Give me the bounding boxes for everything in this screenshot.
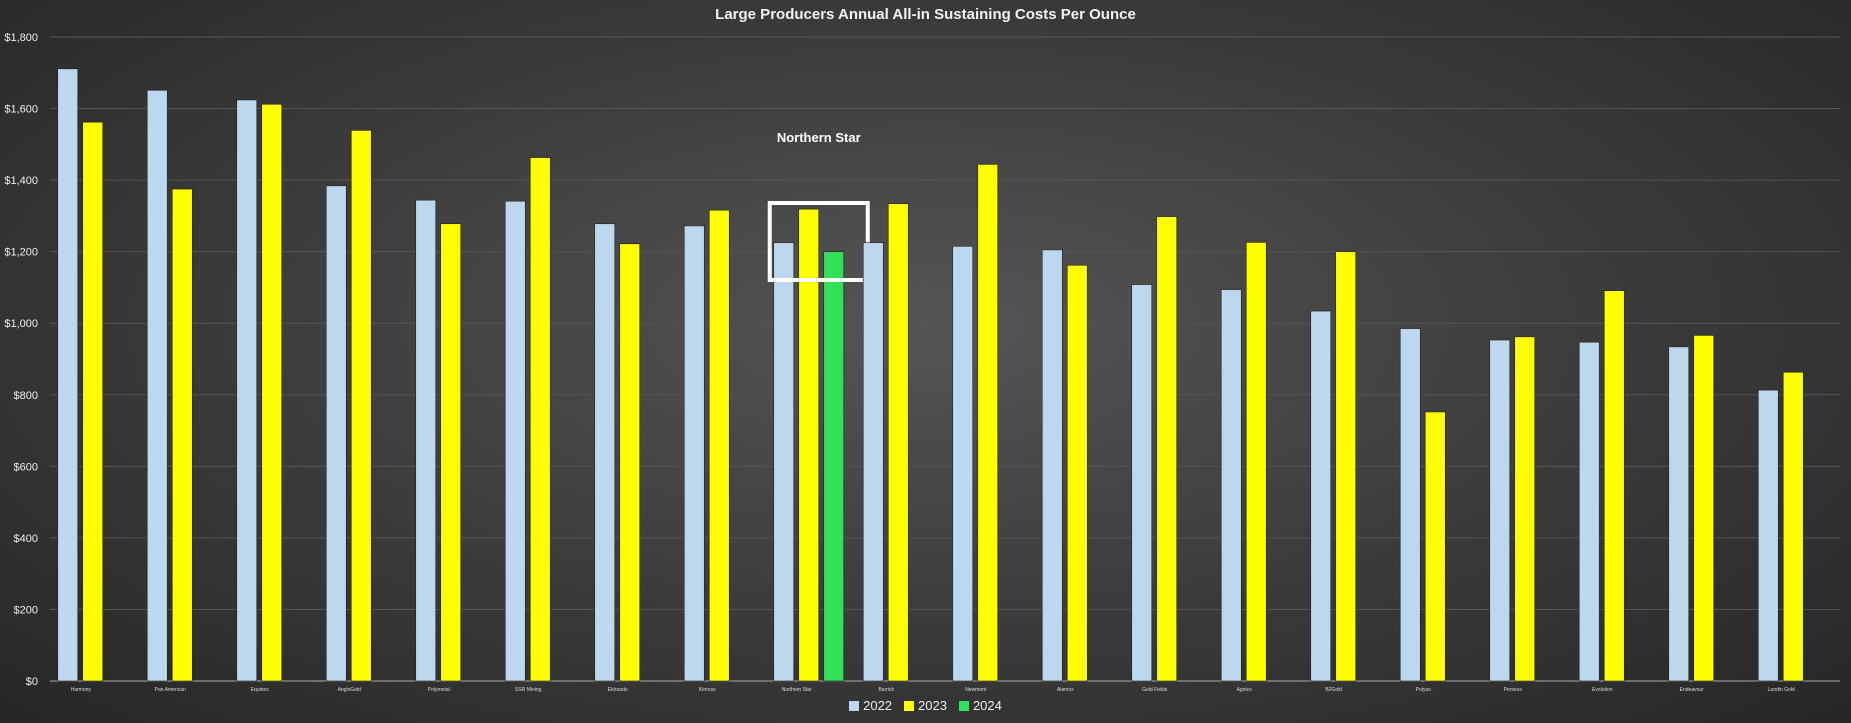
x-tick-label: SSR Mining: [515, 687, 542, 693]
x-tick-label: Endeavour: [1680, 687, 1705, 693]
x-tick-label: Northern Star: [782, 687, 812, 693]
bar-2022: [57, 68, 79, 682]
chart-title: Large Producers Annual All-in Sustaining…: [715, 6, 1136, 23]
bar-2024: [823, 251, 845, 682]
bar-2022: [325, 185, 347, 682]
y-tick-label: $800: [14, 390, 38, 402]
bar-2022: [1131, 284, 1153, 682]
legend-item-2022: 2022: [849, 698, 892, 713]
x-tick-label: AngloGold: [338, 687, 362, 693]
bar-2022: [1668, 346, 1690, 682]
y-tick-label: $1,800: [4, 32, 38, 44]
bar-2022: [236, 99, 258, 682]
bar-2022: [1578, 341, 1600, 682]
bar-2023: [1335, 251, 1357, 682]
y-tick-label: $400: [14, 533, 38, 545]
highlight-box: [767, 201, 870, 282]
x-tick-label: Evolution: [1592, 687, 1613, 693]
bar-2023: [1603, 290, 1625, 682]
legend-swatch: [849, 700, 860, 711]
x-tick-label: B2Gold: [1325, 687, 1342, 693]
y-tick-label: $0: [26, 676, 38, 688]
x-tick-label: Kinross: [699, 687, 716, 693]
bar-2023: [1693, 335, 1715, 682]
x-tick-label: Barrick: [878, 687, 894, 693]
bar-2022: [1310, 310, 1332, 682]
y-tick-label: $200: [14, 604, 38, 616]
bar-2022: [504, 200, 526, 682]
bar-2022: [1220, 289, 1242, 682]
bar-2022: [1399, 328, 1421, 682]
x-tick-label: Polyus: [1416, 687, 1432, 693]
bar-2022: [683, 225, 705, 682]
x-tick-label: Eldorado: [608, 687, 628, 693]
legend-swatch: [904, 700, 915, 711]
bar-2022: [773, 242, 795, 682]
y-tick-label: $1,000: [4, 318, 38, 330]
bar-2023: [1782, 371, 1804, 682]
x-tick-label: Polymetal: [428, 687, 450, 693]
x-tick-label: Agnico: [1237, 687, 1253, 693]
y-tick-label: $1,600: [4, 104, 38, 116]
bar-2023: [350, 130, 372, 682]
legend-item-2024: 2024: [958, 698, 1002, 713]
legend-item-2023: 2023: [904, 698, 947, 713]
bar-2023: [1245, 242, 1267, 682]
legend-label: 2023: [918, 698, 947, 713]
bar-2023: [1424, 411, 1446, 682]
x-tick-label: Harmony: [71, 687, 92, 693]
bar-2023: [261, 103, 283, 682]
y-tick-label: $1,200: [4, 247, 38, 259]
x-tick-label: Perseus: [1504, 687, 1523, 693]
legend-label: 2024: [972, 698, 1002, 713]
x-tick-label: Equinox: [251, 687, 270, 693]
legend-swatch: [958, 700, 969, 711]
bar-2023: [708, 209, 730, 682]
bar-2023: [1514, 336, 1536, 682]
bar-2022: [146, 90, 168, 682]
bar-2023: [1156, 216, 1178, 682]
bar-2023: [977, 164, 999, 682]
x-tick-label: Gold Fields: [1142, 687, 1168, 693]
bar-2023: [887, 203, 909, 682]
legend-label: 2022: [863, 698, 893, 713]
y-tick-label: $1,400: [4, 175, 38, 187]
x-tick-label: Lundin Gold: [1768, 687, 1795, 693]
bar-2022: [1489, 339, 1511, 682]
bar-2022: [415, 199, 437, 682]
x-tick-label: Alamos: [1057, 687, 1074, 693]
bar-2023: [529, 157, 551, 682]
bar-2023: [82, 121, 104, 682]
bar-2023: [440, 223, 462, 682]
bar-2023: [798, 208, 820, 682]
bar-2022: [952, 246, 974, 682]
bar-2022: [862, 242, 884, 682]
bar-2023: [1066, 264, 1088, 682]
x-tick-label: Newmont: [965, 687, 987, 693]
bar-2022: [594, 223, 616, 682]
legend: 2022 2023 2024: [0, 698, 1851, 713]
bar-2022: [1757, 389, 1779, 682]
annotation-label: Northern Star: [777, 130, 861, 145]
bar-2023: [619, 243, 641, 682]
y-tick-label: $600: [14, 461, 38, 473]
bar-2023: [171, 188, 193, 682]
x-tick-label: Pan American: [155, 687, 186, 693]
bar-2022: [1041, 249, 1063, 682]
